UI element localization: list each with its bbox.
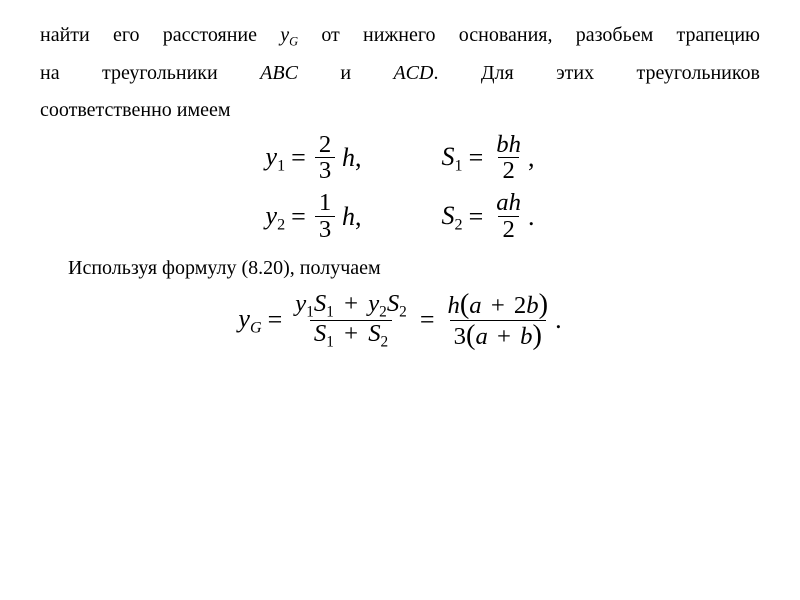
text: . Для этих треугольников xyxy=(433,62,760,84)
equation-line-1: y1 = 2 3 h , S1 = bh 2 , xyxy=(40,132,760,185)
eq-y2: y2 = 1 3 h , xyxy=(266,190,362,243)
paragraph-2: на треугольники ABC и ACD. Для этих треу… xyxy=(40,58,760,89)
var-yG: yG xyxy=(280,24,298,46)
var-ABC: ABC xyxy=(260,62,298,84)
frac-bh-2: bh 2 xyxy=(492,132,525,185)
text: Используя формулу (8.20), получаем xyxy=(68,257,381,279)
frac-result: h(a + 2b) 3(a + b) xyxy=(443,290,552,351)
frac-yS: y1S1 + y2S2 S1 + S2 xyxy=(291,291,411,351)
var-ACD: ACD xyxy=(393,62,433,84)
equation-line-2: y2 = 1 3 h , S2 = ah 2 . xyxy=(40,190,760,243)
page: найти его расстояние yG от нижнего основ… xyxy=(0,0,800,373)
text: соответственно имеем xyxy=(40,99,231,121)
eq-S2: S2 = ah 2 . xyxy=(442,190,535,243)
eq-final: yG = y1S1 + y2S2 S1 + S2 = h(a + xyxy=(238,290,561,351)
paragraph-3: соответственно имеем xyxy=(40,95,760,126)
equation-line-3: yG = y1S1 + y2S2 S1 + S2 = h(a + xyxy=(40,290,760,351)
text: от нижнего основания, разобьем трапецию xyxy=(298,24,760,46)
text: на треугольники xyxy=(40,62,260,84)
eq-S1: S1 = bh 2 , xyxy=(442,132,535,185)
frac-2-3: 2 3 xyxy=(315,132,335,185)
eq-y1: y1 = 2 3 h , xyxy=(266,132,362,185)
frac-ah-2: ah 2 xyxy=(492,190,525,243)
text: и xyxy=(298,62,394,84)
paragraph-1: найти его расстояние yG от нижнего основ… xyxy=(40,20,760,52)
paragraph-4: Используя формулу (8.20), получаем xyxy=(40,253,760,284)
frac-1-3: 1 3 xyxy=(315,190,335,243)
text: найти его расстояние xyxy=(40,24,280,46)
